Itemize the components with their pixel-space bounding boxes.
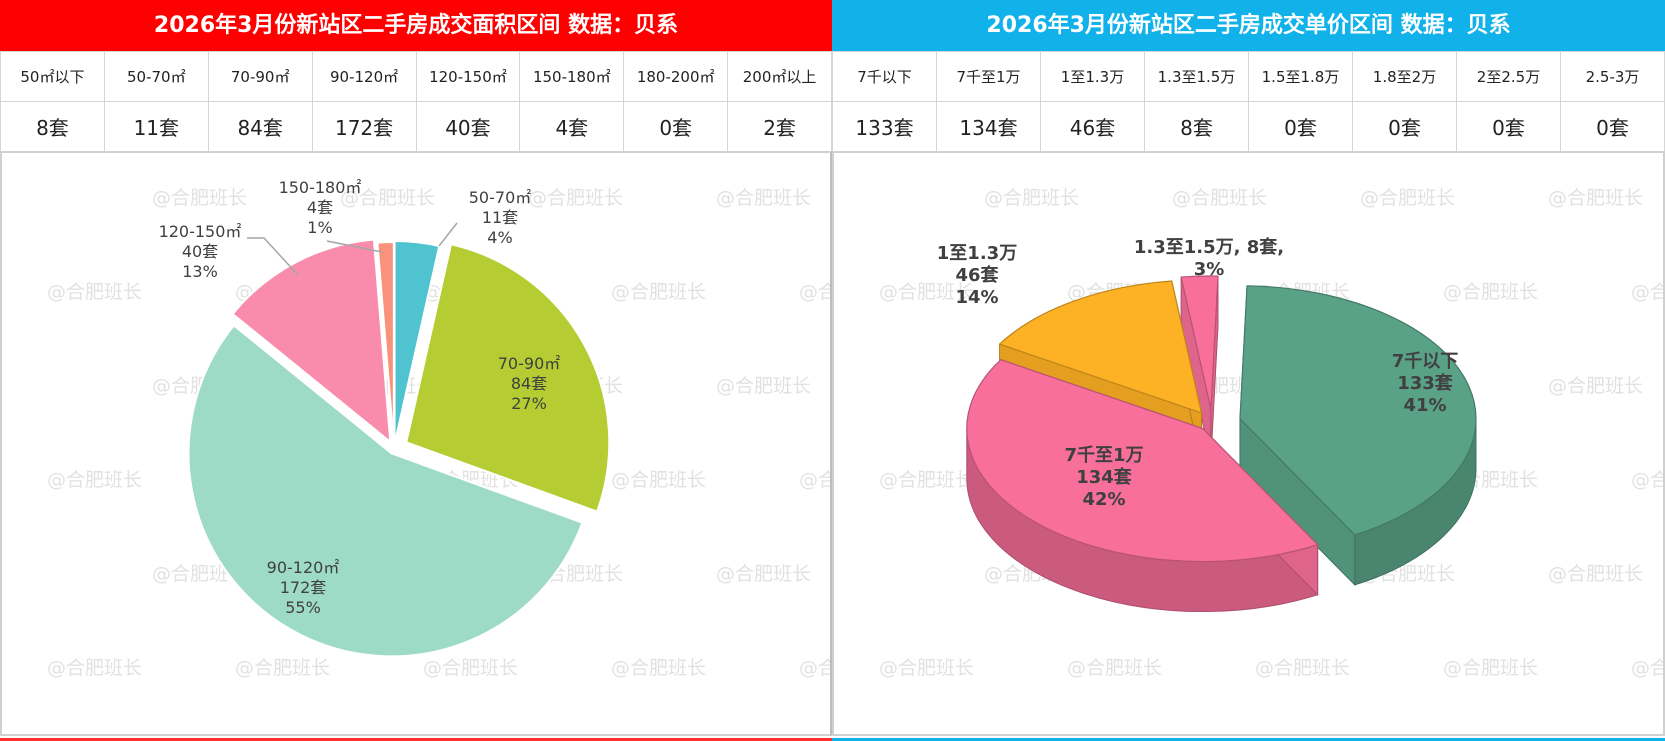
watermark-text: @合肥班长 <box>1548 187 1643 209</box>
area-header-cell: 70-90㎡ <box>207 51 313 102</box>
slice-label: 150-180㎡ 4套 1% <box>279 178 362 237</box>
watermark-text: @合肥班长 <box>879 469 974 491</box>
pie-slice <box>1239 285 1477 536</box>
area-header-cell: 50㎡以下 <box>0 51 105 102</box>
price-header-cell: 1至1.3万 <box>1040 51 1145 102</box>
watermark-text: @合肥班长 <box>611 469 706 491</box>
watermark-text: @合肥班长 <box>1360 187 1455 209</box>
watermark-text: @合肥班长 <box>799 281 830 303</box>
price-value-cell: 8套 <box>1144 101 1249 152</box>
watermark-text: @合肥班长 <box>47 469 142 491</box>
area-bottom-line <box>0 738 832 741</box>
area-value-cell: 8套 <box>0 101 105 152</box>
slice-label: 1至1.3万 46套 14% <box>937 243 1017 308</box>
slice-label: 70-90㎡ 84套 27% <box>498 354 561 413</box>
watermark-text: @合肥班长 <box>611 657 706 679</box>
price-header-cell: 1.5至1.8万 <box>1248 51 1353 102</box>
price-chart-box: @合肥班长 @合肥班长 @合肥班长 @合肥班长 @合肥班长 @合肥班长 @合肥班长 @合肥班长… <box>832 151 1665 736</box>
leader-line <box>326 240 383 253</box>
watermark-text: @合肥班长 <box>235 657 330 679</box>
area-value-cell: 84套 <box>207 101 313 152</box>
watermark-text: @合肥班长 <box>152 187 247 209</box>
watermark-text: @合肥班长 <box>1172 187 1267 209</box>
watermark-text: @合肥班长 <box>611 281 706 303</box>
leader-line <box>247 237 299 276</box>
area-table: 50㎡以下 50-70㎡ 70-90㎡ 90-120㎡ 120-150㎡ 150… <box>0 51 832 152</box>
watermark-text: @合肥班长 <box>879 657 974 679</box>
price-pie-chart: @合肥班长 @合肥班长 @合肥班长 @合肥班长 @合肥班长 @合肥班长 @合肥班长 @合肥班长… <box>879 187 1663 679</box>
area-header-cell: 180-200㎡ <box>623 51 729 102</box>
price-value-cell: 0套 <box>1456 101 1561 152</box>
watermark-text: @合肥班长 <box>340 187 435 209</box>
slice-label: 120-150㎡ 40套 13% <box>159 222 242 281</box>
watermark-text: @合肥班长 <box>1255 657 1350 679</box>
price-bottom-line <box>832 738 1665 741</box>
watermark-text: @合肥班长 <box>984 187 1079 209</box>
watermark-text: @合肥班长 <box>1631 281 1663 303</box>
price-header-cell: 2.5-3万 <box>1560 51 1665 102</box>
area-value-cell: 4套 <box>519 101 625 152</box>
price-value-cell: 0套 <box>1248 101 1353 152</box>
pie-slice <box>1180 275 1219 410</box>
slice-label: 1.3至1.5万, 8套, 3% <box>1134 236 1284 280</box>
pie-slice <box>187 324 584 658</box>
price-header-cell: 7千以下 <box>832 51 937 102</box>
area-header-cell: 120-150㎡ <box>415 51 521 102</box>
area-pie-chart: @合肥班长 @合肥班长 @合肥班长 @合肥班长 @合肥班长 @合肥班长 @合肥班长 @合肥班长… <box>47 178 830 679</box>
watermark-text: @合肥班长 <box>47 281 142 303</box>
watermark-text: @合肥班长 <box>879 281 974 303</box>
leader-line <box>438 222 458 247</box>
slice-label: 90-120㎡ 172套 55% <box>267 558 340 617</box>
watermark-text: @合肥班长 <box>1631 469 1663 491</box>
area-header-cell: 150-180㎡ <box>519 51 625 102</box>
watermark-text: @合肥班长 <box>716 187 811 209</box>
pie-slice <box>966 359 1319 563</box>
watermark-text: @合肥班长 <box>1548 563 1643 585</box>
watermark-text: @合肥班长 <box>1067 657 1162 679</box>
slice-label: 7千至1万 134套 42% <box>1064 445 1143 510</box>
pie-slice <box>231 238 392 445</box>
price-table: 7千以下 7千至1万 1至1.3万 1.3至1.5万 1.5至1.8万 1.8至… <box>832 51 1665 152</box>
watermark-text: @合肥班长 <box>716 375 811 397</box>
watermark-text: @合肥班长 <box>1443 281 1538 303</box>
price-header-cell: 7千至1万 <box>936 51 1041 102</box>
area-header-cell: 90-120㎡ <box>311 51 417 102</box>
price-value-cell: 0套 <box>1560 101 1665 152</box>
area-title: 2026年3月份新站区二手房成交面积区间 数据：贝系 <box>0 0 832 51</box>
area-value-cell: 2套 <box>727 101 832 152</box>
area-value-cell: 172套 <box>311 101 417 152</box>
area-header-cell: 50-70㎡ <box>103 51 209 102</box>
price-header-cell: 1.3至1.5万 <box>1144 51 1249 102</box>
area-chart-box: @合肥班长 @合肥班长 @合肥班长 @合肥班长 @合肥班长 @合肥班长 @合肥班长 @合肥班长… <box>0 151 832 736</box>
area-value-cell: 0套 <box>623 101 729 152</box>
price-header-cell: 2至2.5万 <box>1456 51 1561 102</box>
watermark-text: @合肥班长 <box>716 563 811 585</box>
price-value-cell: 134套 <box>936 101 1041 152</box>
watermark-text: @合肥班长 <box>423 657 518 679</box>
watermark-text: @合肥班长 <box>1548 375 1643 397</box>
slice-label: 50-70㎡ 11套 4% <box>469 188 532 247</box>
slice-label: 7千以下 133套 41% <box>1392 351 1459 416</box>
price-value-cell: 0套 <box>1352 101 1457 152</box>
watermark-text: @合肥班长 <box>799 469 830 491</box>
area-value-cell: 11套 <box>103 101 209 152</box>
price-value-cell: 133套 <box>832 101 937 152</box>
pie-slice <box>405 243 611 513</box>
watermark-text: @合肥班长 <box>47 657 142 679</box>
price-panel: 2026年3月份新站区二手房成交单价区间 数据：贝系 7千以下 7千至1万 1至… <box>832 0 1665 741</box>
price-header-cell: 1.8至2万 <box>1352 51 1457 102</box>
area-panel: 2026年3月份新站区二手房成交面积区间 数据：贝系 50㎡以下 50-70㎡ … <box>0 0 832 741</box>
price-value-cell: 46套 <box>1040 101 1145 152</box>
pie-slice <box>376 241 395 446</box>
watermark-text: @合肥班长 <box>1631 657 1663 679</box>
price-title: 2026年3月份新站区二手房成交单价区间 数据：贝系 <box>832 0 1665 51</box>
watermark-text: @合肥班长 <box>528 187 623 209</box>
watermark-text: @合肥班长 <box>1443 657 1538 679</box>
pie-slice <box>998 280 1203 414</box>
area-header-cell: 200㎡以上 <box>727 51 832 102</box>
area-value-cell: 40套 <box>415 101 521 152</box>
watermark-text: @合肥班长 <box>799 657 830 679</box>
